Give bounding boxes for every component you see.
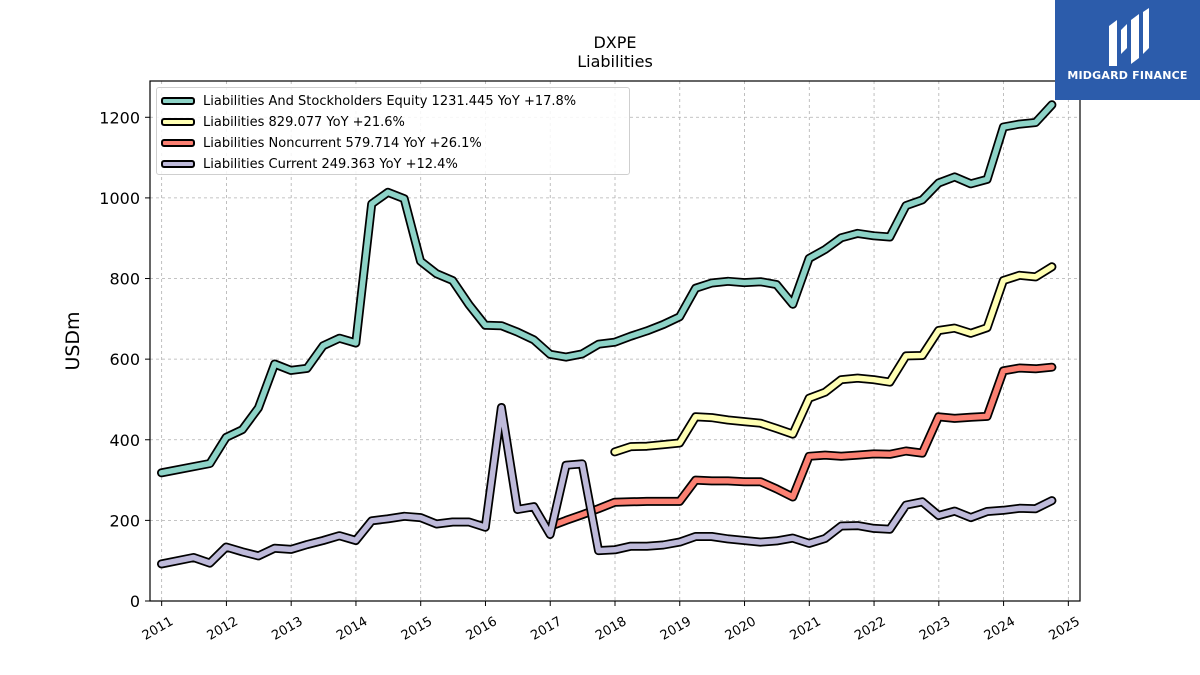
brand-logo: MIDGARD FINANCE: [1055, 0, 1200, 100]
legend-label-noncurrent: Liabilities Noncurrent 579.714 YoY +26.1…: [203, 135, 482, 151]
x-tick-label: 2020: [723, 614, 759, 644]
x-tick-label: 2014: [334, 614, 370, 644]
y-tick-label: 1000: [99, 189, 140, 208]
x-tick-label: 2015: [399, 614, 435, 644]
x-tick-label: 2012: [205, 614, 241, 644]
legend: Liabilities And Stockholders Equity 1231…: [156, 87, 630, 175]
series-line-2: [547, 364, 1055, 530]
legend-swatch-current: [161, 160, 195, 168]
midgard-logo-icon: [1109, 8, 1149, 66]
legend-label-liabilities: Liabilities 829.077 YoY +21.6%: [203, 114, 405, 130]
y-tick-label: 800: [109, 270, 140, 289]
x-tick-label: 2018: [593, 614, 629, 644]
x-tick-label: 2022: [852, 614, 888, 644]
legend-label-current: Liabilities Current 249.363 YoY +12.4%: [203, 156, 458, 172]
legend-swatch-liabilities: [161, 118, 195, 126]
y-axis-label: USDm: [62, 311, 84, 370]
legend-label-equity: Liabilities And Stockholders Equity 1231…: [203, 93, 577, 109]
series-line-0: [158, 102, 1055, 476]
legend-swatch-noncurrent: [161, 139, 195, 147]
y-tick-label: 1200: [99, 108, 140, 127]
y-tick-label: 600: [109, 350, 140, 369]
legend-item-current: Liabilities Current 249.363 YoY +12.4%: [161, 154, 458, 174]
x-tick-label: 2016: [464, 614, 500, 644]
y-tick-label: 400: [109, 431, 140, 450]
plot-area: [157, 100, 1057, 569]
chart-title: DXPE: [593, 33, 636, 52]
x-tick-label: 2019: [658, 614, 694, 644]
series-outline-3: [157, 403, 1057, 569]
series-line-1: [612, 264, 1055, 455]
legend-item-noncurrent: Liabilities Noncurrent 579.714 YoY +26.1…: [161, 133, 482, 153]
y-tick-label: 0: [130, 592, 140, 611]
x-tick-label: 2025: [1047, 614, 1083, 644]
brand-name: MIDGARD FINANCE: [1067, 69, 1188, 82]
x-tick-label: 2023: [917, 614, 953, 644]
y-tick-label: 200: [109, 511, 140, 530]
x-tick-label: 2013: [269, 614, 305, 644]
x-tick-label: 2011: [140, 614, 176, 644]
legend-item-liabilities: Liabilities 829.077 YoY +21.6%: [161, 112, 405, 132]
legend-swatch-equity: [161, 97, 195, 105]
x-tick-label: 2017: [528, 614, 564, 644]
series-line-3: [158, 404, 1055, 567]
chart-subtitle: Liabilities: [577, 52, 653, 71]
x-tick-label: 2024: [982, 614, 1018, 644]
x-tick-label: 2021: [787, 614, 823, 644]
legend-item-equity: Liabilities And Stockholders Equity 1231…: [161, 91, 576, 111]
